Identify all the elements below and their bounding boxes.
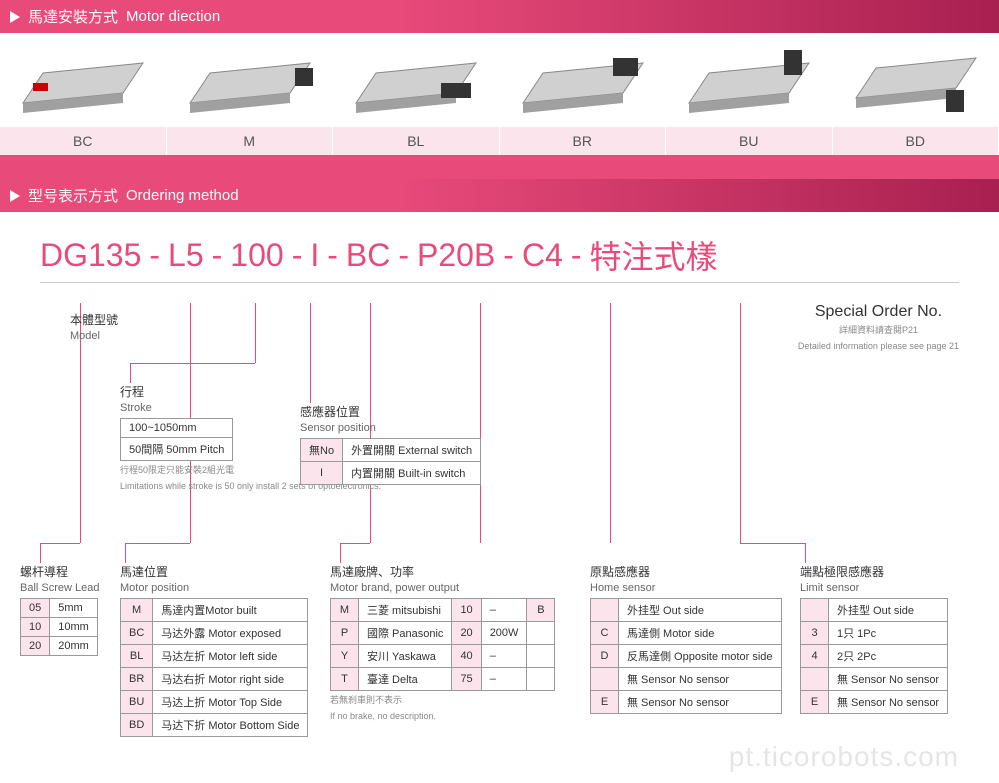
motor-label: BC [0,127,167,155]
motor-item [666,43,833,123]
motorbrand-title-cn: 馬達廠牌、功率 [330,563,555,580]
motor-item [167,43,334,123]
motor-label: BU [666,127,833,155]
ballscrew-table: 055mm 1010mm 2020mm [20,598,98,656]
ordering-tree: Special Order No. 詳細資料請查閱P21 Detailed in… [40,303,959,743]
motor-label: BR [500,127,667,155]
motorbrand-box: 馬達廠牌、功率 Motor brand, power output M三菱 mi… [330,563,555,722]
sensorpos-title-en: Sensor position [300,422,481,434]
sensorpos-title-cn: 感應器位置 [300,403,481,420]
section1-title-cn: 馬達安裝方式 [28,6,118,27]
code-seg-special: 特注式樣 [590,232,718,278]
stroke-pitch: 50間隔 50mm Pitch [121,438,233,461]
special-note-en: Detailed information please see page 21 [798,341,959,353]
code-seg-brand: P20B [417,237,495,274]
code-seg-motorpos: BC [346,237,390,274]
stroke-title-cn: 行程 [120,383,381,400]
code-seg-lead: L5 [168,237,204,274]
home-box: 原點感應器 Home sensor 外挂型 Out side C馬達側 Moto… [590,563,782,714]
motor-labels: BC M BL BR BU BD [0,127,999,155]
motorbrand-note-cn: 若無刹車則不表示 [330,695,555,707]
motorbrand-table: M三菱 mitsubishi10–B P國際 Panasonic20200W Y… [330,598,555,691]
divider-band [0,155,999,179]
code-seg-stroke: 100 [230,237,283,274]
section2-title-en: Ordering method [126,187,239,204]
arrow-icon [10,11,20,23]
special-title: Special Order No. [798,303,959,321]
arrow-icon [10,190,20,202]
code-seg-home: C4 [522,237,563,274]
motor-item [833,43,999,123]
sensor-pos-box: 感應器位置 Sensor position 無No外置開關 External s… [300,403,481,485]
limit-title-en: Limit sensor [800,582,948,594]
section-motor-direction-header: 馬達安裝方式 Motor diection [0,0,999,33]
motor-item [500,43,667,123]
section-ordering-header: 型号表示方式 Ordering method [0,179,999,212]
special-order-box: Special Order No. 詳細資料請查閱P21 Detailed in… [798,303,959,352]
motorpos-title-en: Motor position [120,582,308,594]
stroke-table: 100~1050mm 50間隔 50mm Pitch [120,418,233,461]
ballscrew-box: 螺杆導程 Ball Screw Lead 055mm 1010mm 2020mm [20,563,100,656]
motorbrand-note-en: If no brake, no description. [330,711,555,723]
limit-title-cn: 端點極限感應器 [800,563,948,580]
motor-label: M [167,127,334,155]
home-title-en: Home sensor [590,582,782,594]
ballscrew-title-cn: 螺杆導程 [20,563,100,580]
section1-title-en: Motor diection [126,8,220,25]
motor-item [333,43,500,123]
watermark: pt.ticorobots.com [729,741,959,773]
code-seg-model: DG135 [40,237,141,274]
ballscrew-title-en: Ball Screw Lead [20,582,100,594]
ordering-section: DG135- L5- 100- I- BC- P20B- C4- 特注式樣 Sp… [0,212,999,783]
home-title-cn: 原點感應器 [590,563,782,580]
motor-label: BL [333,127,500,155]
motorbrand-title-en: Motor brand, power output [330,582,555,594]
limit-box: 端點極限感應器 Limit sensor 外挂型 Out side 31只 1P… [800,563,948,714]
motor-item [0,43,167,123]
code-seg-sensor: I [310,237,319,274]
limit-table: 外挂型 Out side 31只 1Pc 42只 2Pc 無 Sensor No… [800,598,948,714]
section2-title-cn: 型号表示方式 [28,185,118,206]
motorpos-box: 馬達位置 Motor position M馬達内置Motor built BC马… [120,563,308,737]
motor-images-row [0,33,999,123]
motor-label: BD [833,127,999,155]
special-note-cn: 詳細資料請查閱P21 [798,325,959,337]
order-code-line: DG135- L5- 100- I- BC- P20B- C4- 特注式樣 [40,232,959,283]
model-title-cn: 本體型號 [70,311,118,328]
model-title-en: Model [70,330,118,342]
sensorpos-table: 無No外置開關 External switch I内置開關 Built-in s… [300,438,481,485]
motorpos-title-cn: 馬達位置 [120,563,308,580]
model-box: 本體型號 Model [70,311,118,346]
stroke-range: 100~1050mm [121,419,233,438]
home-table: 外挂型 Out side C馬達側 Motor side D反馬達側 Oppos… [590,598,782,714]
motorpos-table: M馬達内置Motor built BC马达外露 Motor exposed BL… [120,598,308,737]
